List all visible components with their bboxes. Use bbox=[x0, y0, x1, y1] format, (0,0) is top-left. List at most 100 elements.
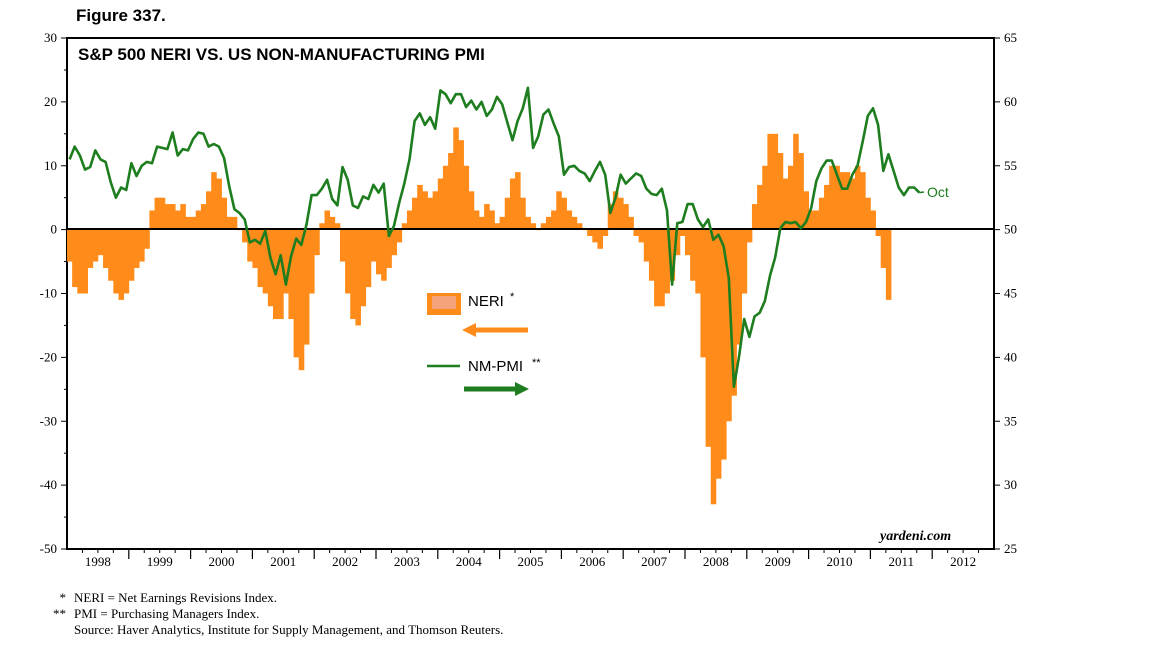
neri-bar bbox=[345, 229, 351, 294]
neri-bar bbox=[551, 210, 557, 230]
neri-bar bbox=[350, 229, 356, 320]
legend-neri-swatch-inner bbox=[432, 296, 456, 309]
neri-bar bbox=[741, 229, 748, 294]
x-axis-label: 2002 bbox=[332, 554, 358, 569]
neri-bar bbox=[618, 197, 624, 230]
x-axis-label: 1998 bbox=[85, 554, 111, 569]
neri-bar bbox=[175, 210, 181, 230]
x-axis-label: 2008 bbox=[703, 554, 729, 569]
neri-bar bbox=[638, 229, 645, 243]
neri-bar bbox=[324, 210, 331, 230]
neri-bar bbox=[396, 229, 403, 243]
neri-bar bbox=[587, 229, 593, 237]
neri-bar bbox=[386, 229, 392, 268]
neri-bar bbox=[67, 229, 73, 262]
neri-bar bbox=[211, 172, 217, 230]
right-axis-label: 35 bbox=[1004, 413, 1017, 428]
neri-bar bbox=[319, 223, 325, 230]
neri-bar bbox=[437, 178, 444, 230]
neri-bar bbox=[103, 229, 109, 268]
neri-bar bbox=[515, 172, 521, 230]
neri-bar bbox=[834, 165, 840, 230]
neri-bar bbox=[360, 229, 367, 307]
neri-bar bbox=[695, 229, 701, 294]
x-axis-label: 2010 bbox=[827, 554, 853, 569]
neri-bar bbox=[865, 197, 871, 230]
neri-bar bbox=[489, 210, 495, 230]
footnote-text: Source: Haver Analytics, Institute for S… bbox=[74, 622, 504, 637]
x-axis-label: 2011 bbox=[889, 554, 915, 569]
neri-bar bbox=[525, 216, 531, 230]
neri-bar bbox=[545, 216, 552, 230]
chart-title: S&P 500 NERI VS. US NON-MANUFACTURING PM… bbox=[78, 45, 485, 64]
right-axis-label: 45 bbox=[1004, 286, 1017, 301]
neri-bar bbox=[885, 229, 892, 300]
neri-bar bbox=[442, 165, 449, 230]
neri-bar bbox=[463, 165, 470, 230]
legend-pmi-arrowhead bbox=[515, 382, 529, 396]
legend: NERI * NM-PMI ** bbox=[427, 291, 541, 396]
neri-bar bbox=[685, 229, 691, 256]
neri-bar bbox=[870, 210, 876, 230]
footnote-mark: * bbox=[59, 590, 67, 605]
footnote-text: PMI = Purchasing Managers Index. bbox=[74, 606, 260, 621]
neri-bar bbox=[479, 216, 485, 230]
neri-bar bbox=[242, 229, 248, 243]
neri-bar bbox=[170, 204, 176, 230]
neri-bar bbox=[700, 229, 706, 358]
right-axis-label: 65 bbox=[1004, 30, 1017, 45]
neri-bar bbox=[427, 197, 434, 230]
neri-bar bbox=[216, 178, 222, 230]
neri-bar bbox=[880, 229, 887, 268]
neri-bar bbox=[190, 216, 197, 230]
neri-bar bbox=[365, 229, 372, 288]
neri-bar bbox=[793, 133, 799, 230]
footnote-text: NERI = Net Earnings Revisions Index. bbox=[74, 590, 278, 605]
neri-bar bbox=[149, 210, 155, 230]
left-axis-label: -30 bbox=[40, 413, 57, 428]
neri-bar bbox=[432, 191, 439, 230]
neri-bar bbox=[309, 229, 315, 294]
neri-bar bbox=[267, 229, 274, 307]
neri-bar bbox=[576, 223, 583, 230]
neri-bar bbox=[736, 229, 743, 345]
neri-bar bbox=[412, 197, 418, 230]
neri-bar bbox=[721, 229, 727, 460]
neri-bar bbox=[520, 197, 526, 230]
neri-bar bbox=[705, 229, 712, 447]
left-axis: 30 20 10 0 -10 -20 -30 -40 -50 bbox=[40, 30, 67, 556]
x-axis: 1998 1999 2000 2001 2002 2003 2004 2005 2006 2007… bbox=[81, 549, 980, 569]
x-axis-label: 2006 bbox=[579, 554, 606, 569]
neri-pmi-chart: S&P 500 NERI VS. US NON-MANUFACTURING PM… bbox=[40, 30, 1017, 569]
neri-bar bbox=[504, 197, 511, 230]
neri-bar bbox=[623, 204, 629, 230]
neri-bar bbox=[818, 197, 825, 230]
neri-bar bbox=[82, 229, 88, 294]
neri-bar bbox=[468, 191, 475, 230]
oct-leader bbox=[919, 191, 925, 194]
footnote: ** PMI = Purchasing Managers Index. bbox=[40, 606, 503, 622]
neri-bar bbox=[334, 223, 341, 230]
neri-bar bbox=[288, 229, 294, 320]
right-axis-label: 50 bbox=[1004, 222, 1017, 237]
neri-bar bbox=[417, 184, 423, 230]
neri-bar bbox=[257, 229, 264, 288]
neri-bar bbox=[159, 197, 166, 230]
neri-bar bbox=[72, 229, 78, 288]
neri-bar bbox=[401, 223, 408, 230]
neri-bar bbox=[406, 210, 413, 230]
neri-bar bbox=[164, 204, 171, 230]
left-axis-label: -40 bbox=[40, 477, 57, 492]
neri-bar bbox=[829, 165, 835, 230]
x-axis-label: 2004 bbox=[456, 554, 483, 569]
neri-bar bbox=[607, 204, 614, 230]
neri-bar bbox=[777, 152, 784, 230]
neri-bar bbox=[602, 229, 609, 237]
neri-bar bbox=[185, 216, 191, 230]
neri-bar bbox=[530, 223, 537, 230]
neri-bar bbox=[391, 229, 397, 256]
legend-neri-mark: * bbox=[510, 291, 515, 303]
neri-bar bbox=[247, 229, 253, 262]
neri-bar bbox=[422, 191, 428, 230]
neri-bar bbox=[633, 229, 640, 237]
